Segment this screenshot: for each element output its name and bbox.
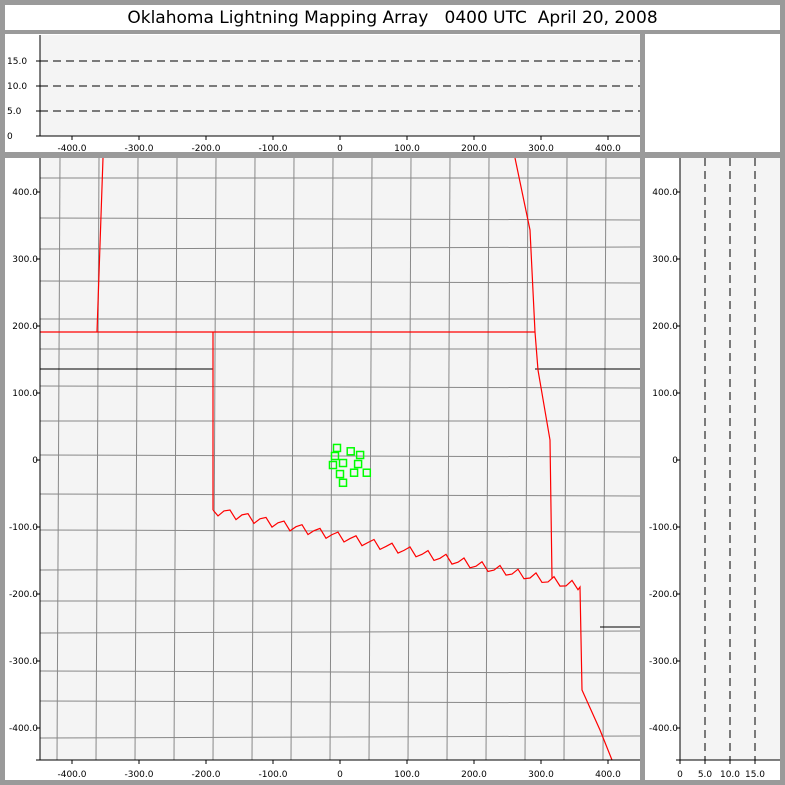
x-tick-label: 400.0 bbox=[595, 144, 621, 154]
north-south-vs-altitude-panel: 0 5.0 10.0 15.0 400.0 300.0 200.0 100.0 0 -100.0 -… bbox=[649, 158, 780, 780]
y-tick-label: 5.0 bbox=[7, 107, 22, 117]
county-line bbox=[39, 567, 641, 571]
y-tick-label: 400.0 bbox=[12, 188, 38, 198]
y-tick-label: -300.0 bbox=[9, 657, 38, 667]
x-tick-label: 0 bbox=[337, 144, 343, 154]
y-tick-label: 100.0 bbox=[652, 389, 678, 399]
county-line bbox=[251, 157, 256, 761]
county-line bbox=[446, 157, 451, 761]
x-tick-label: 300.0 bbox=[528, 144, 554, 154]
y-tick-label: -400.0 bbox=[9, 724, 38, 734]
x-tick-label: 10.0 bbox=[720, 770, 740, 780]
county-line bbox=[39, 670, 641, 674]
county-line bbox=[290, 157, 295, 761]
y-tick-label: 0 bbox=[672, 456, 678, 466]
county-line bbox=[485, 157, 490, 761]
y-tick-label: -200.0 bbox=[649, 590, 678, 600]
x-tick-label: -100.0 bbox=[258, 770, 287, 780]
corner-panel bbox=[645, 34, 780, 152]
x-tick-label: -300.0 bbox=[124, 144, 153, 154]
x-tick-label: -400.0 bbox=[57, 144, 86, 154]
county-line bbox=[39, 700, 641, 704]
y-tick-label: 200.0 bbox=[652, 322, 678, 332]
county-line bbox=[39, 630, 641, 634]
station-marker bbox=[346, 447, 355, 456]
x-tick-label: 200.0 bbox=[461, 144, 487, 154]
county-line bbox=[39, 735, 641, 739]
y-tick-label: 10.0 bbox=[7, 82, 27, 92]
station-marker bbox=[338, 458, 348, 468]
x-tick-label: -200.0 bbox=[191, 144, 220, 154]
x-tick-label: 0 bbox=[677, 770, 683, 780]
station-marker bbox=[349, 468, 359, 477]
x-tick-label: -200.0 bbox=[191, 770, 220, 780]
station-marker bbox=[332, 443, 342, 453]
chart-title: Oklahoma Lightning Mapping Array 0400 UT… bbox=[5, 5, 780, 30]
county-line bbox=[56, 157, 61, 761]
county-line bbox=[134, 157, 139, 761]
y-tick-label: 300.0 bbox=[12, 255, 38, 265]
station-marker bbox=[362, 468, 372, 477]
station-marker bbox=[355, 450, 365, 460]
x-tick-label: 300.0 bbox=[528, 770, 554, 780]
county-line bbox=[602, 157, 607, 761]
x-tick-label: 400.0 bbox=[595, 770, 621, 780]
y-tick-label: 200.0 bbox=[12, 322, 38, 332]
y-tick-label: -400.0 bbox=[649, 724, 678, 734]
x-tick-label: 15.0 bbox=[745, 770, 765, 780]
y-tick-label: -300.0 bbox=[649, 657, 678, 667]
y-tick-label: -200.0 bbox=[9, 590, 38, 600]
state-border-red bbox=[40, 157, 613, 761]
x-tick-label: -100.0 bbox=[258, 144, 287, 154]
county-line bbox=[212, 157, 217, 761]
x-tick-label: 200.0 bbox=[461, 770, 487, 780]
y-tick-label: 400.0 bbox=[652, 188, 678, 198]
station-marker bbox=[338, 478, 348, 488]
station-marker bbox=[335, 469, 345, 479]
state-border bbox=[40, 368, 640, 628]
y-tick-label: 0 bbox=[7, 132, 13, 142]
county-line bbox=[39, 217, 641, 221]
county-line bbox=[39, 280, 641, 284]
x-tick-label: -400.0 bbox=[57, 770, 86, 780]
county-lines bbox=[39, 157, 641, 761]
y-tick-label: -100.0 bbox=[9, 523, 38, 533]
county-line bbox=[563, 157, 568, 761]
y-tick-label: 300.0 bbox=[652, 255, 678, 265]
county-line bbox=[39, 246, 641, 250]
x-tick-label: 0 bbox=[337, 770, 343, 780]
county-line bbox=[368, 157, 373, 761]
station-marker bbox=[353, 459, 363, 469]
y-tick-label: -100.0 bbox=[649, 523, 678, 533]
station-marker bbox=[328, 460, 338, 470]
altitude-vs-east-west-panel: -400.0 -300.0 -200.0 -100.0 0 100.0 200.0 300.0… bbox=[7, 35, 640, 154]
y-tick-label: 100.0 bbox=[12, 389, 38, 399]
county-line bbox=[39, 529, 641, 533]
county-line bbox=[95, 157, 100, 761]
x-tick-label: 100.0 bbox=[394, 144, 420, 154]
county-line bbox=[39, 454, 641, 458]
county-line bbox=[39, 385, 641, 389]
county-line bbox=[407, 157, 412, 761]
x-tick-label: 5.0 bbox=[698, 770, 713, 780]
station-marker bbox=[330, 451, 340, 461]
county-line bbox=[173, 157, 178, 761]
x-tick-label: 100.0 bbox=[394, 770, 420, 780]
county-line bbox=[524, 157, 529, 761]
x-tick-label: -300.0 bbox=[124, 770, 153, 780]
y-tick-label: 0 bbox=[32, 456, 38, 466]
y-tick-label: 15.0 bbox=[7, 57, 27, 67]
county-line bbox=[39, 493, 641, 497]
plan-view-map-panel: -400.0 -300.0 -200.0 -100.0 0 100.0 200.0 300.0… bbox=[9, 157, 641, 780]
